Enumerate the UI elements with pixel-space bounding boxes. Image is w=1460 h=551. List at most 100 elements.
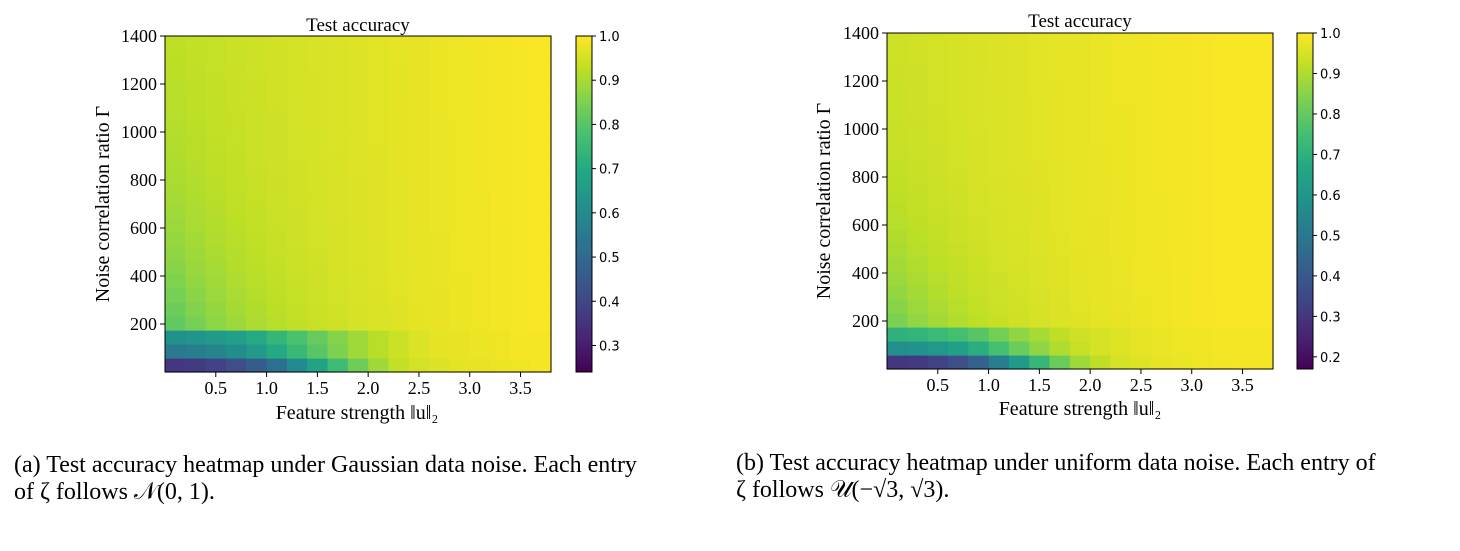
heatmap-cell <box>1130 271 1152 286</box>
heatmap-cell <box>1090 271 1112 286</box>
heatmap-cell <box>286 260 308 275</box>
heatmap-cell <box>327 302 349 317</box>
heatmap-cell <box>1130 187 1152 202</box>
heatmap-cell <box>490 232 511 247</box>
heatmap-cell <box>1232 341 1254 356</box>
heatmap-cell <box>1130 159 1152 174</box>
x-tick-label: 2.0 <box>1079 375 1102 395</box>
x-axis-ticks-b: 0.5 1.0 1.5 2.0 2.5 3.0 3.5 <box>927 369 1254 395</box>
heatmap-cell <box>205 190 227 205</box>
heatmap-cell <box>968 201 990 216</box>
x-tick-label: 1.5 <box>1028 375 1051 395</box>
heatmap-cell <box>1008 313 1030 328</box>
heatmap-cell <box>225 50 247 65</box>
heatmap-cell <box>347 260 369 275</box>
heatmap-cell <box>490 134 511 149</box>
heatmap-cell <box>1069 61 1091 76</box>
heatmap-cell <box>205 330 227 345</box>
heatmap-cell <box>907 243 929 258</box>
heatmap-cell <box>368 246 390 261</box>
x-tick-label: 3.0 <box>458 378 481 398</box>
heatmap-cell <box>449 106 471 121</box>
heatmap-cell <box>266 78 288 93</box>
heatmap-cell <box>266 218 288 233</box>
heatmap-cell <box>907 75 929 90</box>
heatmap-cell <box>1029 33 1051 48</box>
heatmap-cell <box>347 232 369 247</box>
heatmap-cell <box>327 92 349 107</box>
heatmap-cell <box>1252 61 1274 76</box>
heatmap-cell <box>449 246 471 261</box>
heatmap-cell <box>947 173 969 188</box>
heatmap-cell <box>1110 313 1132 328</box>
heatmap-cell <box>1029 285 1051 300</box>
y-tick-label: 1000 <box>121 122 157 142</box>
heatmap-cell <box>988 299 1010 314</box>
heatmap-cell <box>1151 257 1173 272</box>
heatmap-cell <box>307 316 329 331</box>
heatmap-cell <box>887 61 908 76</box>
heatmap-cell <box>887 159 908 174</box>
heatmap-cell <box>510 64 532 79</box>
x-axis-label-b: Feature strength ‖u‖₂ <box>999 398 1162 420</box>
heatmap-cell <box>1191 103 1213 118</box>
heatmap-cell <box>368 176 390 191</box>
heatmap-cell <box>165 78 186 93</box>
heatmap-cell <box>368 190 390 205</box>
heatmap-cell <box>988 173 1010 188</box>
heatmap-cell <box>1110 271 1132 286</box>
heatmap-cell <box>307 288 329 303</box>
heatmap-cell <box>1069 271 1091 286</box>
heatmap-cell <box>887 215 908 230</box>
heatmap-cell <box>1171 89 1193 104</box>
heatmap-cell <box>286 148 308 163</box>
heatmap-cell <box>165 232 186 247</box>
heatmap-cell <box>165 92 186 107</box>
colorbar-tick-label: 0.2 <box>1320 351 1341 366</box>
heatmap-cell <box>1130 327 1152 342</box>
heatmap-cell <box>1171 341 1193 356</box>
heatmap-cell <box>469 50 491 65</box>
heatmap-cell <box>368 162 390 177</box>
heatmap-cell <box>947 131 969 146</box>
heatmap-cell <box>1232 145 1254 160</box>
heatmap-cell <box>327 148 349 163</box>
heatmap-cell <box>286 232 308 247</box>
heatmap-cell <box>1212 313 1233 328</box>
heatmap-cell <box>907 117 929 132</box>
heatmap-cell <box>165 260 186 275</box>
heatmap-cell <box>1029 75 1051 90</box>
heatmap-cell <box>185 64 207 79</box>
heatmap-cell <box>225 92 247 107</box>
heatmap-cell <box>530 148 552 163</box>
heatmap-cell <box>266 302 288 317</box>
heatmap-cell <box>988 117 1010 132</box>
y-tick-label: 1200 <box>843 71 879 91</box>
heatmap-cell <box>1049 131 1071 146</box>
heatmap-cell <box>368 218 390 233</box>
heatmap-cell <box>327 288 349 303</box>
heatmap-cell <box>968 75 990 90</box>
heatmap-cell <box>347 162 369 177</box>
heatmap-cell <box>1171 215 1193 230</box>
heatmap-cell <box>1090 201 1112 216</box>
heatmap-cell <box>1090 243 1112 258</box>
heatmap-cell <box>1191 327 1213 342</box>
heatmap-cell <box>408 176 430 191</box>
heatmap-cell <box>1252 117 1274 132</box>
heatmap-cell <box>469 274 491 289</box>
heatmap-cell <box>327 246 349 261</box>
heatmap-cell <box>1171 355 1193 370</box>
heatmap-cell <box>1069 159 1091 174</box>
heatmap-cell <box>1191 285 1213 300</box>
heatmap-cell <box>1029 173 1051 188</box>
heatmap-cell <box>1252 257 1274 272</box>
heatmap-cell <box>307 92 329 107</box>
heatmap-cell <box>887 313 908 328</box>
heatmap-cell <box>165 50 186 65</box>
heatmap-cell <box>1029 243 1051 258</box>
heatmap-cell <box>266 358 288 373</box>
heatmap-cell <box>947 103 969 118</box>
heatmap-cell <box>988 229 1010 244</box>
heatmap-cell <box>449 330 471 345</box>
